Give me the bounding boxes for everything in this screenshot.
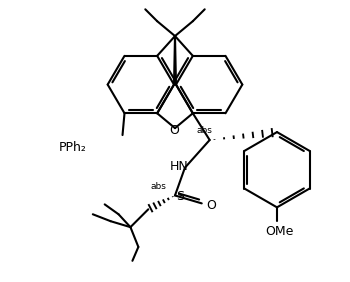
Text: abs: abs — [197, 125, 213, 135]
Text: OMe: OMe — [265, 224, 293, 238]
Text: S: S — [176, 190, 184, 203]
Text: HN: HN — [170, 160, 188, 173]
Text: O: O — [207, 199, 217, 212]
Text: O: O — [169, 124, 179, 136]
Text: PPh₂: PPh₂ — [59, 142, 87, 155]
Text: abs: abs — [150, 182, 166, 191]
